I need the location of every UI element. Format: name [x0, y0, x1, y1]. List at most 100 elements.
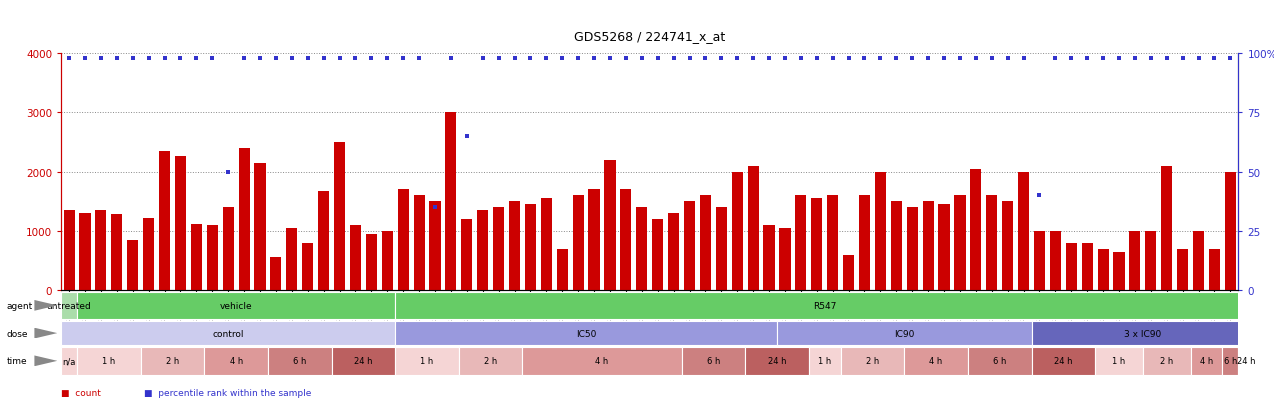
- Point: [536, 55, 557, 62]
- Text: 24 h: 24 h: [1054, 356, 1073, 366]
- Bar: [1192, 231, 1204, 291]
- Point: [966, 55, 986, 62]
- Text: 1 h: 1 h: [102, 356, 116, 366]
- Point: [1029, 192, 1050, 199]
- Point: [679, 55, 699, 62]
- Text: GDS5268 / 224741_x_at: GDS5268 / 224741_x_at: [575, 31, 725, 43]
- Bar: [1066, 243, 1077, 291]
- Bar: [875, 172, 885, 291]
- Bar: [907, 208, 917, 291]
- Point: [552, 55, 572, 62]
- Point: [282, 55, 302, 62]
- Bar: [827, 196, 838, 291]
- Bar: [61, 292, 76, 319]
- Bar: [191, 224, 203, 291]
- Point: [727, 55, 748, 62]
- Point: [377, 55, 397, 62]
- Bar: [508, 202, 520, 291]
- Point: [1061, 55, 1082, 62]
- Point: [107, 55, 127, 62]
- Point: [855, 55, 875, 62]
- Point: [919, 55, 939, 62]
- Point: [902, 55, 922, 62]
- Bar: [1034, 231, 1045, 291]
- Text: 1 h: 1 h: [420, 356, 433, 366]
- Point: [473, 55, 493, 62]
- Bar: [79, 214, 90, 291]
- Bar: [61, 321, 395, 345]
- Bar: [61, 347, 76, 375]
- Bar: [620, 190, 632, 291]
- Bar: [318, 191, 329, 291]
- Bar: [604, 160, 615, 291]
- Bar: [731, 172, 743, 291]
- Point: [600, 55, 620, 62]
- Text: 24 h: 24 h: [768, 356, 786, 366]
- Bar: [223, 208, 233, 291]
- Bar: [1161, 166, 1172, 291]
- Bar: [1096, 347, 1143, 375]
- Bar: [302, 243, 313, 291]
- Point: [981, 55, 1001, 62]
- Bar: [76, 292, 395, 319]
- Bar: [1082, 243, 1093, 291]
- Text: dose: dose: [6, 329, 28, 338]
- Text: 24 h: 24 h: [1237, 356, 1256, 366]
- Text: ■  count: ■ count: [61, 388, 101, 397]
- Bar: [366, 235, 377, 291]
- Text: 4 h: 4 h: [229, 356, 243, 366]
- Point: [998, 55, 1018, 62]
- Point: [1045, 55, 1065, 62]
- Point: [775, 55, 795, 62]
- Point: [1220, 55, 1241, 62]
- Bar: [429, 202, 441, 291]
- Bar: [777, 321, 1032, 345]
- Point: [203, 55, 223, 62]
- Text: 6 h: 6 h: [293, 356, 307, 366]
- Point: [870, 55, 891, 62]
- Bar: [891, 202, 902, 291]
- Bar: [397, 190, 409, 291]
- Bar: [1209, 249, 1220, 291]
- Bar: [493, 208, 505, 291]
- Bar: [939, 205, 949, 291]
- Point: [75, 55, 96, 62]
- Bar: [331, 347, 395, 375]
- Bar: [459, 347, 522, 375]
- Bar: [1224, 172, 1236, 291]
- Bar: [287, 228, 297, 291]
- Point: [1077, 55, 1097, 62]
- Text: 6 h: 6 h: [707, 356, 720, 366]
- Bar: [716, 208, 727, 291]
- Bar: [143, 218, 154, 291]
- Text: time: time: [6, 356, 27, 366]
- Point: [838, 55, 859, 62]
- Bar: [572, 196, 583, 291]
- Bar: [268, 347, 331, 375]
- Point: [647, 55, 668, 62]
- Point: [1189, 55, 1209, 62]
- Bar: [668, 214, 679, 291]
- Point: [456, 133, 476, 140]
- Bar: [748, 166, 759, 291]
- Bar: [1003, 202, 1013, 291]
- Bar: [540, 199, 552, 291]
- Point: [330, 55, 350, 62]
- Bar: [763, 225, 775, 291]
- Bar: [382, 231, 392, 291]
- Point: [696, 55, 716, 62]
- Text: 4 h: 4 h: [1200, 356, 1213, 366]
- Point: [1108, 55, 1129, 62]
- Point: [409, 55, 429, 62]
- Bar: [795, 196, 806, 291]
- Point: [1125, 55, 1145, 62]
- Text: agent: agent: [6, 301, 33, 310]
- Bar: [96, 211, 107, 291]
- Point: [759, 55, 780, 62]
- Bar: [841, 347, 905, 375]
- Point: [59, 55, 79, 62]
- Bar: [127, 240, 139, 291]
- Point: [664, 55, 684, 62]
- Point: [1172, 55, 1192, 62]
- Point: [949, 55, 970, 62]
